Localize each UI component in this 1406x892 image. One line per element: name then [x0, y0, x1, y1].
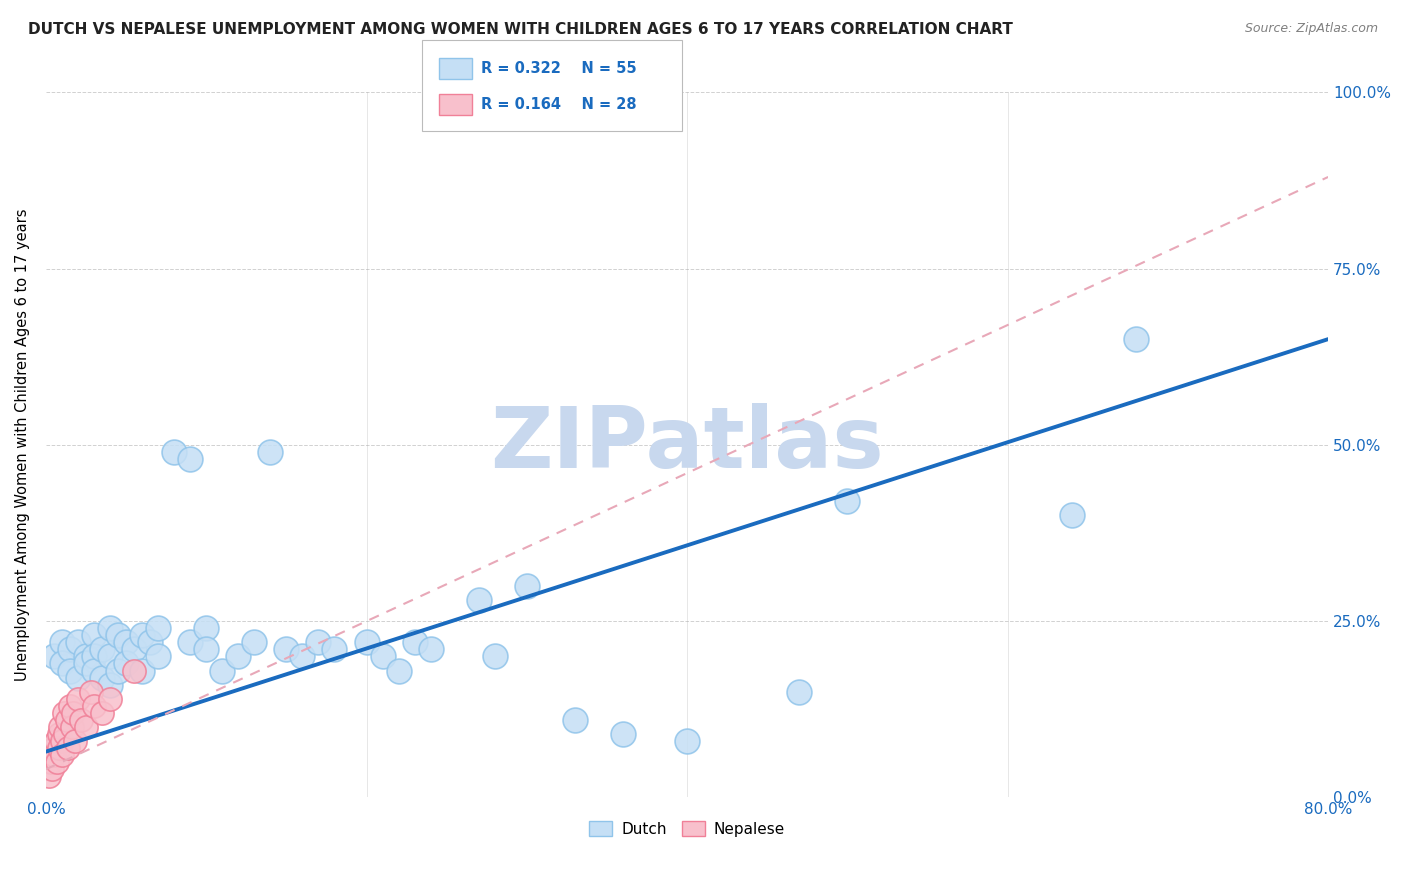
Point: [467, 593, 489, 607]
Point: [59, 642, 82, 657]
Point: [146, 621, 169, 635]
Point: [52, 706, 75, 720]
Point: [139, 635, 162, 649]
Point: [1060, 508, 1083, 523]
Point: [59, 698, 82, 713]
Point: [195, 621, 218, 635]
Point: [404, 635, 426, 649]
Point: [48, 727, 70, 741]
Point: [195, 642, 218, 657]
Point: [48, 741, 70, 756]
Point: [291, 649, 314, 664]
Point: [38, 769, 60, 783]
Point: [75, 720, 97, 734]
Point: [63, 734, 86, 748]
Point: [62, 706, 84, 720]
Y-axis label: Unemployment Among Women with Children Ages 6 to 17 years: Unemployment Among Women with Children A…: [15, 209, 30, 681]
Point: [115, 635, 138, 649]
Point: [83, 628, 105, 642]
Point: [131, 664, 153, 678]
Point: [75, 657, 97, 671]
Point: [419, 642, 441, 657]
Point: [75, 649, 97, 664]
Legend: Dutch, Nepalese: Dutch, Nepalese: [583, 814, 792, 843]
Point: [1125, 332, 1147, 346]
Point: [564, 713, 586, 727]
Point: [307, 635, 329, 649]
Point: [91, 706, 114, 720]
Point: [66, 635, 89, 649]
Point: [356, 635, 378, 649]
Point: [58, 741, 80, 756]
Point: [41, 762, 63, 776]
Point: [211, 664, 233, 678]
Point: [276, 642, 298, 657]
Point: [163, 445, 186, 459]
Point: [51, 748, 73, 763]
Point: [98, 678, 121, 692]
Point: [60, 720, 83, 734]
Text: Source: ZipAtlas.com: Source: ZipAtlas.com: [1244, 22, 1378, 36]
Point: [98, 691, 121, 706]
Point: [51, 635, 73, 649]
Point: [46, 755, 69, 769]
Point: [70, 713, 93, 727]
Point: [98, 649, 121, 664]
Point: [83, 649, 105, 664]
Point: [122, 642, 145, 657]
Point: [91, 642, 114, 657]
Point: [371, 649, 394, 664]
Point: [66, 671, 89, 685]
Point: [51, 657, 73, 671]
Point: [676, 734, 699, 748]
Text: R = 0.164    N = 28: R = 0.164 N = 28: [481, 97, 637, 112]
Point: [387, 664, 409, 678]
Point: [259, 445, 281, 459]
Point: [83, 698, 105, 713]
Point: [91, 671, 114, 685]
Point: [45, 734, 67, 748]
Text: R = 0.322    N = 55: R = 0.322 N = 55: [481, 62, 637, 76]
Point: [49, 720, 72, 734]
Point: [323, 642, 346, 657]
Point: [66, 691, 89, 706]
Point: [42, 649, 65, 664]
Point: [837, 494, 859, 508]
Text: ZIPatlas: ZIPatlas: [491, 403, 884, 486]
Point: [115, 657, 138, 671]
Point: [131, 628, 153, 642]
Point: [484, 649, 506, 664]
Point: [98, 621, 121, 635]
Point: [516, 579, 538, 593]
Point: [179, 635, 201, 649]
Point: [80, 684, 103, 698]
Point: [59, 664, 82, 678]
Point: [122, 664, 145, 678]
Point: [243, 635, 266, 649]
Point: [51, 734, 73, 748]
Point: [39, 755, 62, 769]
Point: [53, 727, 76, 741]
Point: [83, 664, 105, 678]
Point: [107, 664, 129, 678]
Point: [42, 748, 65, 763]
Point: [42, 741, 65, 756]
Point: [146, 649, 169, 664]
Point: [107, 628, 129, 642]
Text: DUTCH VS NEPALESE UNEMPLOYMENT AMONG WOMEN WITH CHILDREN AGES 6 TO 17 YEARS CORR: DUTCH VS NEPALESE UNEMPLOYMENT AMONG WOM…: [28, 22, 1012, 37]
Point: [179, 452, 201, 467]
Point: [226, 649, 249, 664]
Point: [56, 713, 79, 727]
Point: [787, 684, 810, 698]
Point: [612, 727, 634, 741]
